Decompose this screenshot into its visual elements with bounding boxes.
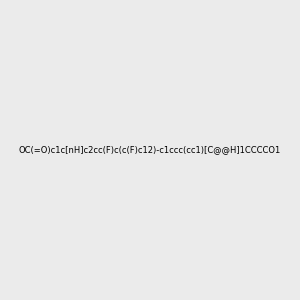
Text: OC(=O)c1c[nH]c2cc(F)c(c(F)c12)-c1ccc(cc1)[C@@H]1CCCCO1: OC(=O)c1c[nH]c2cc(F)c(c(F)c12)-c1ccc(cc1… (19, 146, 281, 154)
